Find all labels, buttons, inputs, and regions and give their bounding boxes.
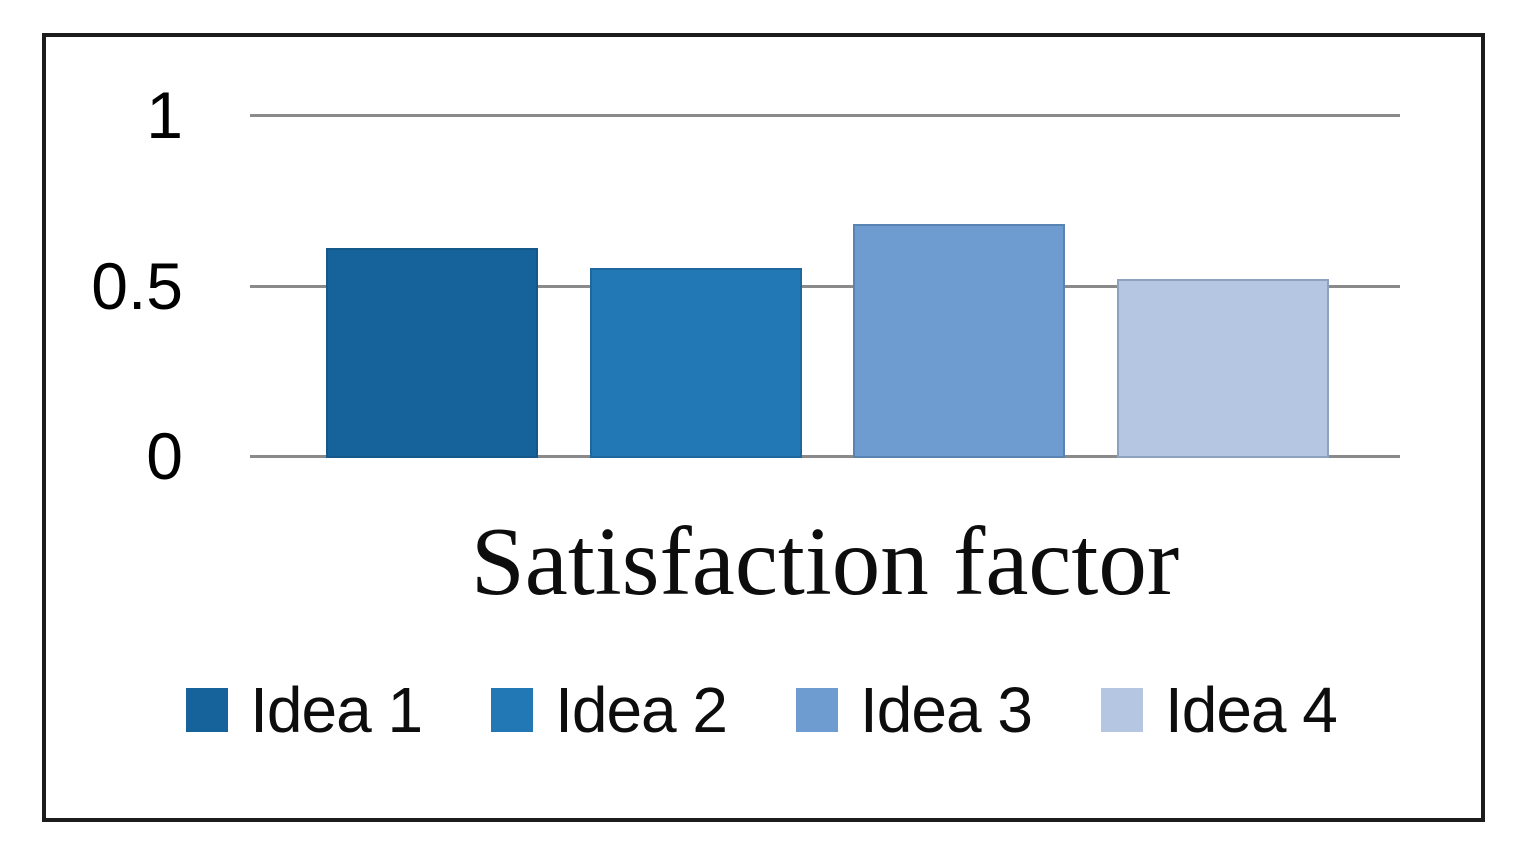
- y-axis-tick-label: 1: [146, 78, 183, 152]
- legend-label: Idea 2: [555, 674, 728, 746]
- y-axis-tick-label: 0.5: [91, 248, 183, 323]
- legend: Idea 1 Idea 2 Idea 3 Idea 4: [46, 672, 1477, 748]
- legend-swatch-icon: [491, 688, 534, 732]
- legend-swatch-icon: [186, 688, 229, 732]
- legend-swatch-icon: [796, 688, 838, 732]
- legend-item-idea-3: Idea 3: [796, 674, 1033, 746]
- gridline-y-0: [250, 455, 1400, 458]
- bar-idea-4: [1117, 279, 1329, 458]
- legend-item-idea-4: Idea 4: [1100, 674, 1338, 746]
- legend-item-idea-1: Idea 1: [186, 674, 423, 746]
- legend-swatch-icon: [1100, 688, 1143, 732]
- legend-item-idea-2: Idea 2: [491, 674, 728, 746]
- bar-idea-1: [326, 248, 538, 458]
- legend-label: Idea 3: [860, 674, 1033, 746]
- legend-label: Idea 4: [1164, 674, 1338, 746]
- legend-label: Idea 1: [250, 674, 423, 746]
- bar-idea-3: [853, 224, 1065, 458]
- chart-title: Satisfaction factor: [470, 508, 1180, 615]
- y-axis-tick-label: 0: [146, 419, 183, 493]
- gridline-y-1: [250, 114, 1400, 117]
- bar-idea-2: [590, 268, 802, 458]
- gridline-y-0.5: [250, 284, 1400, 288]
